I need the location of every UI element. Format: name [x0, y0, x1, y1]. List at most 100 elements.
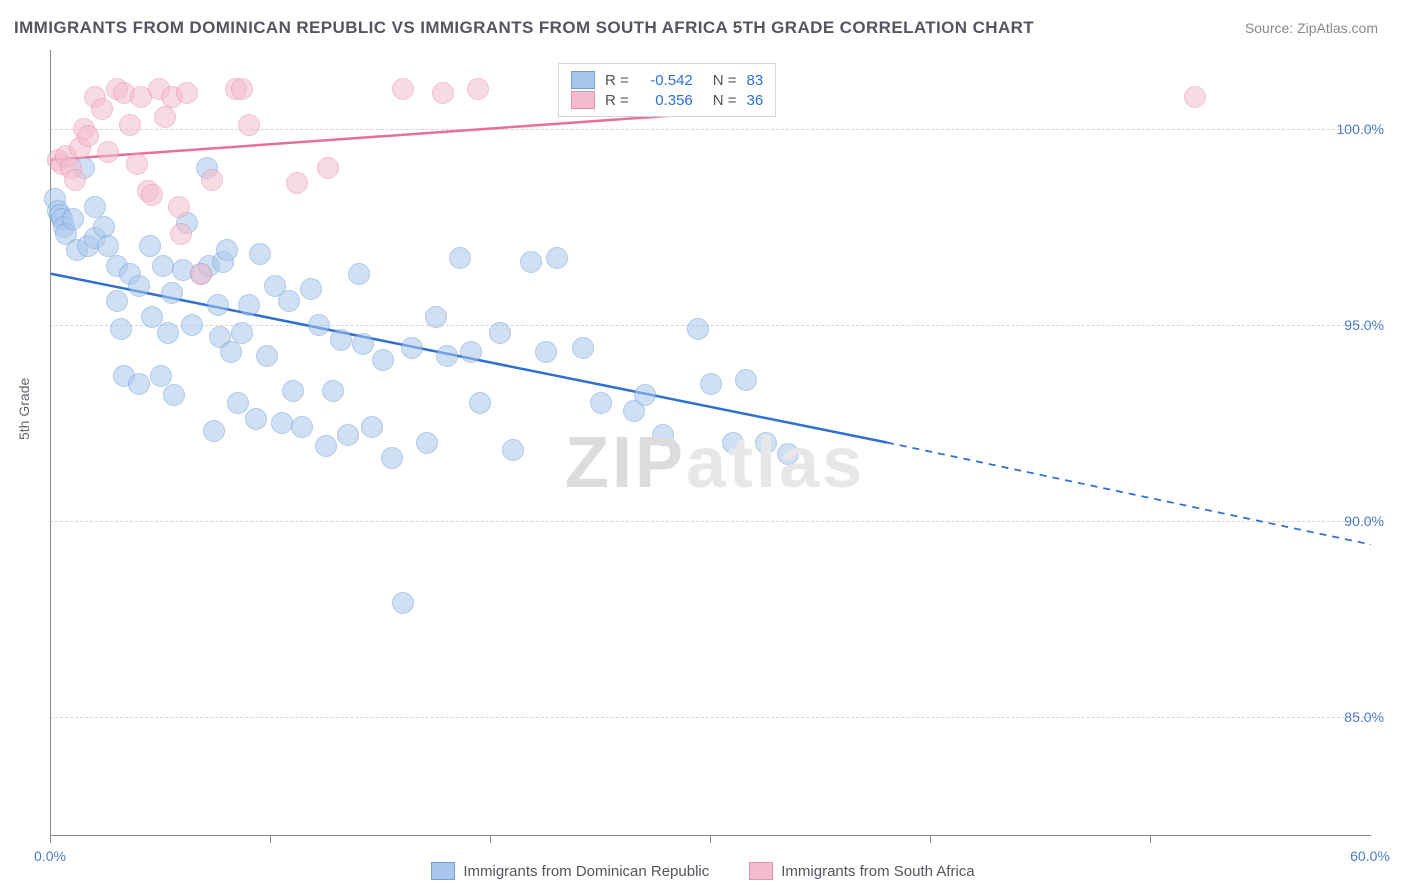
data-point [62, 208, 84, 230]
data-point [436, 345, 458, 367]
data-point [572, 337, 594, 359]
legend-r-label: R = [605, 72, 629, 89]
data-point [322, 380, 344, 402]
data-point [97, 141, 119, 163]
data-point [700, 373, 722, 395]
data-point [535, 341, 557, 363]
x-tick [710, 835, 711, 843]
data-point [315, 435, 337, 457]
data-point [634, 384, 656, 406]
data-point [432, 82, 454, 104]
data-point [207, 294, 229, 316]
data-point [652, 424, 674, 446]
x-tick [930, 835, 931, 843]
data-point [245, 408, 267, 430]
data-point [227, 392, 249, 414]
legend-swatch [571, 91, 595, 109]
x-tick-label: 0.0% [34, 848, 66, 864]
data-point [238, 114, 260, 136]
y-tick-label: 95.0% [1344, 317, 1384, 333]
data-point [231, 78, 253, 100]
legend-r-value: 0.356 [639, 92, 693, 109]
data-point [372, 349, 394, 371]
data-point [546, 247, 568, 269]
data-point [425, 306, 447, 328]
legend-swatch-2 [749, 862, 773, 880]
legend-row: R =0.356N =36 [571, 91, 763, 109]
data-point [168, 196, 190, 218]
regression-lines [51, 50, 1371, 835]
legend-row: R = -0.542 N = 83 [571, 71, 763, 89]
data-point [271, 412, 293, 434]
x-tick [270, 835, 271, 843]
data-point [139, 235, 161, 257]
data-point [308, 314, 330, 336]
data-point [722, 432, 744, 454]
data-point [300, 278, 322, 300]
data-point [64, 169, 86, 191]
data-point [119, 114, 141, 136]
data-point [128, 373, 150, 395]
plot-area [50, 50, 1371, 836]
data-point [176, 82, 198, 104]
data-point [256, 345, 278, 367]
source-label: Source: ZipAtlas.com [1245, 20, 1378, 36]
legend-r-value: -0.542 [639, 72, 693, 89]
correlation-legend: R = -0.542 N = 83 R =0.356N =36 [558, 63, 776, 117]
data-point [106, 290, 128, 312]
data-point [337, 424, 359, 446]
data-point [502, 439, 524, 461]
data-point [286, 172, 308, 194]
data-point [291, 416, 313, 438]
data-point [687, 318, 709, 340]
legend-label-1: Immigrants from Dominican Republic [463, 863, 709, 880]
y-tick-label: 90.0% [1344, 513, 1384, 529]
x-tick [1150, 835, 1151, 843]
data-point [231, 322, 253, 344]
data-point [449, 247, 471, 269]
data-point [361, 416, 383, 438]
data-point [128, 275, 150, 297]
data-point [161, 282, 183, 304]
legend-n-value: 83 [747, 72, 764, 89]
data-point [163, 384, 185, 406]
data-point [220, 341, 242, 363]
data-point [777, 443, 799, 465]
data-point [348, 263, 370, 285]
data-point [77, 125, 99, 147]
y-tick-label: 85.0% [1344, 709, 1384, 725]
legend-swatch [571, 71, 595, 89]
data-point [170, 223, 192, 245]
data-point [520, 251, 542, 273]
bottom-legend: Immigrants from Dominican Republic Immig… [0, 862, 1406, 880]
data-point [401, 337, 423, 359]
data-point [330, 329, 352, 351]
data-point [735, 369, 757, 391]
data-point [126, 153, 148, 175]
data-point [278, 290, 300, 312]
data-point [282, 380, 304, 402]
data-point [157, 322, 179, 344]
data-point [416, 432, 438, 454]
data-point [152, 255, 174, 277]
data-point [154, 106, 176, 128]
data-point [469, 392, 491, 414]
data-point [460, 341, 482, 363]
data-point [150, 365, 172, 387]
data-point [352, 333, 374, 355]
legend-n-label: N = [713, 72, 737, 89]
x-tick [50, 835, 51, 843]
regression-line [51, 113, 711, 160]
y-tick-label: 100.0% [1337, 121, 1384, 137]
data-point [181, 314, 203, 336]
data-point [249, 243, 271, 265]
data-point [381, 447, 403, 469]
chart-title: IMMIGRANTS FROM DOMINICAN REPUBLIC VS IM… [14, 18, 1034, 38]
data-point [203, 420, 225, 442]
data-point [317, 157, 339, 179]
data-point [91, 98, 113, 120]
legend-item-series2: Immigrants from South Africa [749, 862, 974, 880]
data-point [190, 263, 212, 285]
data-point [755, 432, 777, 454]
data-point [489, 322, 511, 344]
